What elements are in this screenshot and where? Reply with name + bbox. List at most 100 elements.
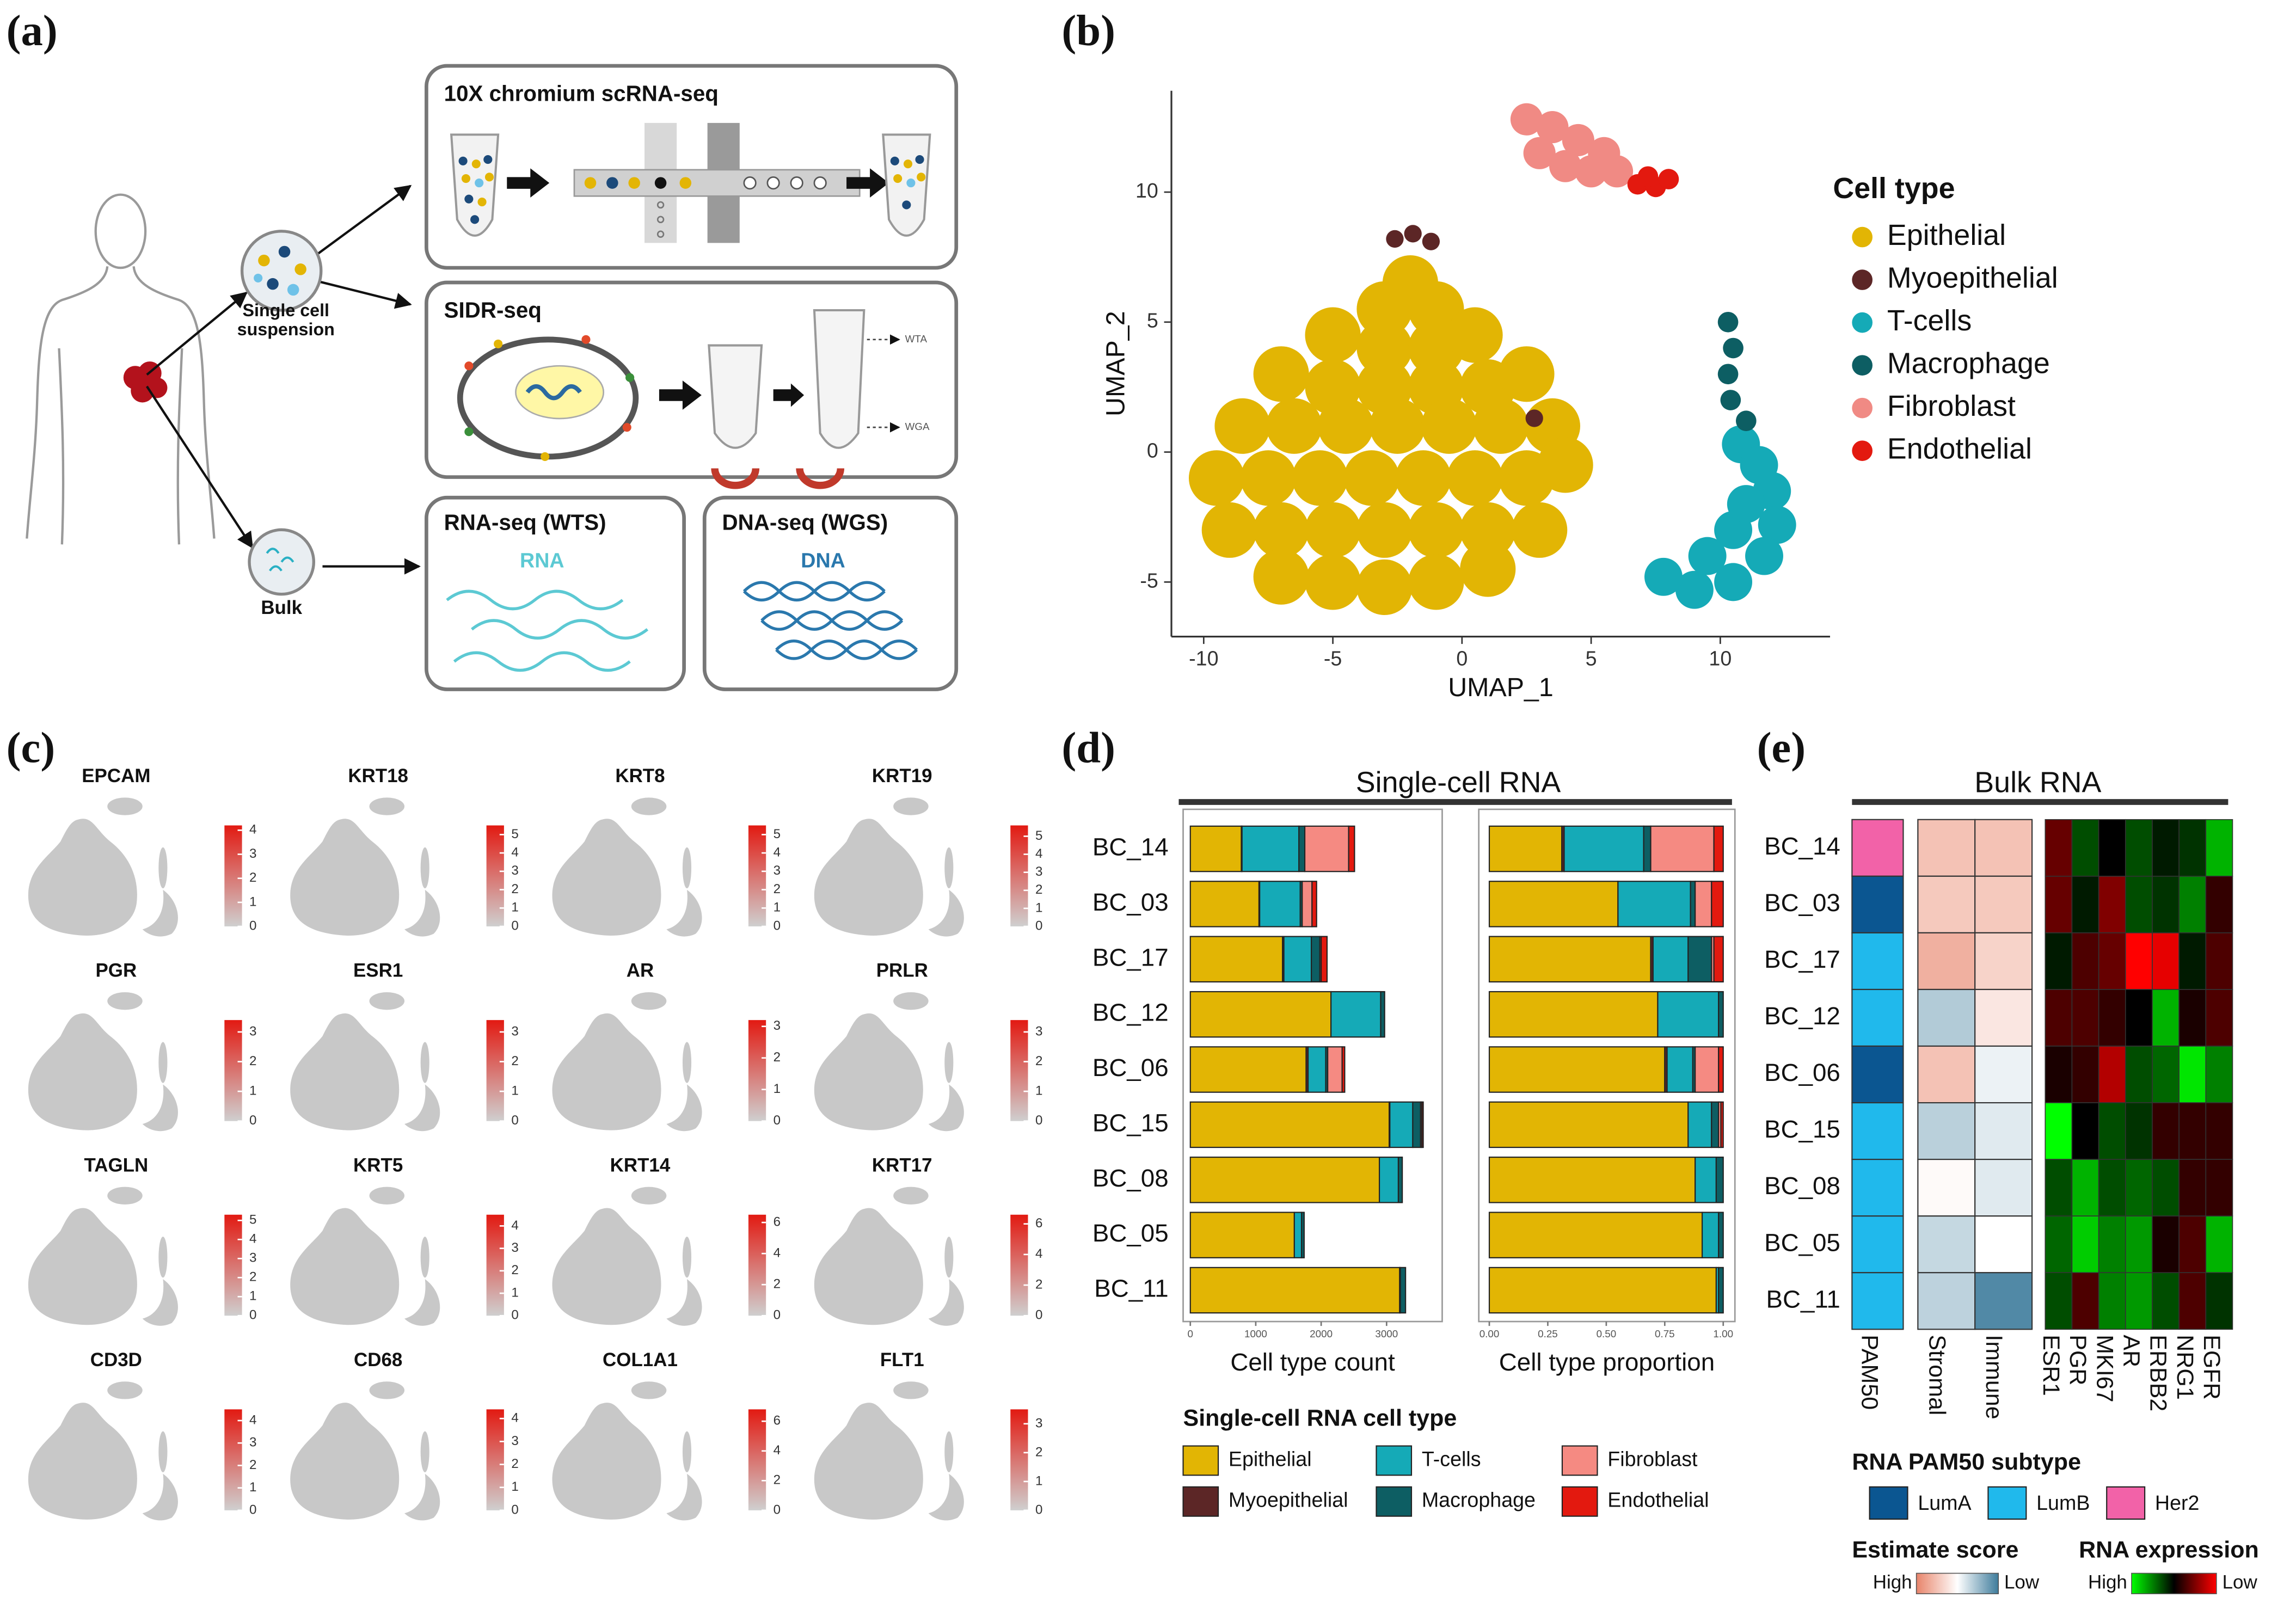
colorbar-label: 1 [511,1083,518,1098]
bar-segment [1718,1267,1724,1314]
row-label: BC_06 [1764,1059,1840,1086]
point [1421,398,1477,454]
expression-cell [2205,1159,2233,1216]
x-tick-label: 0.50 [1597,1328,1617,1339]
colorbar-label: 1 [249,1083,256,1098]
feature-umap [290,992,440,1132]
colorbar-label: 6 [773,1414,781,1428]
expression-cell [2045,1272,2073,1330]
colorbar [224,1020,242,1121]
workflow-diagram: Single cell suspension Bulk 10X chromium… [26,64,959,691]
gene-title: AR [627,960,654,981]
colorbar [748,1214,766,1316]
expression-cell [2152,1159,2180,1216]
colorbar [224,825,242,927]
bar-segment [1713,936,1724,983]
point [1292,450,1348,506]
legend-label: Myoepithelial [1229,1489,1348,1511]
legend-high: High [1873,1572,1912,1593]
colorbar-label: 1 [773,1081,781,1096]
point [1408,554,1464,610]
beads [584,176,827,238]
gene-title: CD3D [90,1349,142,1371]
dna-helix [742,581,918,660]
colorbar-label: 1 [511,1479,518,1494]
colorbar-label: 0 [773,918,781,933]
bar-segment [1617,881,1691,927]
point [1447,307,1503,363]
colorbar-label: 3 [773,1018,781,1033]
expression-cell [2178,819,2207,877]
feature-umap [814,797,964,937]
bar-segment [1300,1212,1305,1258]
point [1253,502,1309,558]
colorbar-label: 3 [249,1251,256,1265]
subtype-cell [1851,1215,1904,1274]
point [1240,450,1297,506]
column-label: PAM50 [1857,1335,1883,1410]
point [1305,554,1361,610]
feature-umap [290,1381,440,1521]
bar-segment [1695,881,1712,927]
x-axis-label: Cell type proportion [1499,1348,1715,1376]
colorbar-label: 1 [1035,1473,1042,1488]
x-tick-label: -5 [1324,647,1342,670]
row-label: BC_11 [1766,1285,1840,1313]
legend-swatch [1852,312,1873,333]
bar-segment [1341,1046,1346,1093]
y-axis-label: UMAP_2 [1101,311,1130,416]
bar-segment [1657,991,1720,1038]
expression-cell [2071,1272,2099,1330]
gene-title: EPCAM [82,765,150,786]
colorbar-label: 2 [249,1054,256,1068]
point [1575,155,1607,188]
colorbar-label: 0 [249,1113,256,1128]
body-outline [26,193,216,545]
legend-high: High [2088,1572,2127,1593]
expression-cell [2098,989,2126,1047]
bar-segment [1379,1157,1399,1203]
colorbar-label: 1 [249,894,256,909]
expression-cell [2125,1102,2153,1160]
legend-gradient [1916,1572,1999,1594]
bar-segment [1189,1267,1401,1314]
gene-title: PRLR [876,960,928,981]
legend-swatch [1852,269,1873,290]
estimate-cell [1974,988,2033,1047]
colorbar [224,1409,242,1510]
arrow [507,168,550,198]
row-label: BC_14 [1092,833,1169,861]
x-tick-label: 3000 [1375,1328,1398,1339]
legend-swatch [1987,1486,2027,1520]
colorbar [1010,1214,1028,1316]
expression-cell [2098,1046,2126,1103]
point [1717,364,1739,385]
feature-umap [552,797,702,937]
legend-label: Her2 [2155,1491,2200,1514]
row-label: BC_12 [1764,1002,1840,1030]
legend-label: T-cells [1422,1447,1481,1470]
bar-segment [1715,1157,1724,1203]
colorbar-label: 2 [1035,1277,1042,1292]
expression-cell [2178,1046,2207,1103]
gene-title: KRT17 [872,1154,932,1176]
bar-segment [1304,825,1349,872]
subtype-cell [1851,932,1904,991]
colorbar [748,1020,766,1121]
point [1356,559,1413,616]
point [1447,450,1503,506]
feature-umap [552,1381,702,1521]
point [1356,281,1413,337]
expression-cell [2178,1159,2207,1216]
point [1472,398,1529,454]
box-title: SIDR-seq [444,297,542,322]
colorbar-label: 0 [249,918,256,933]
point [1318,398,1374,454]
y-tick-label: 5 [1147,309,1158,332]
bar-segment [1189,1212,1295,1258]
colorbar-label: 0 [773,1113,781,1128]
point [1499,346,1555,402]
chart-title: Bulk RNA [1974,766,2101,798]
colorbar-label: 3 [1035,1024,1042,1038]
bar-segment [1259,881,1301,927]
